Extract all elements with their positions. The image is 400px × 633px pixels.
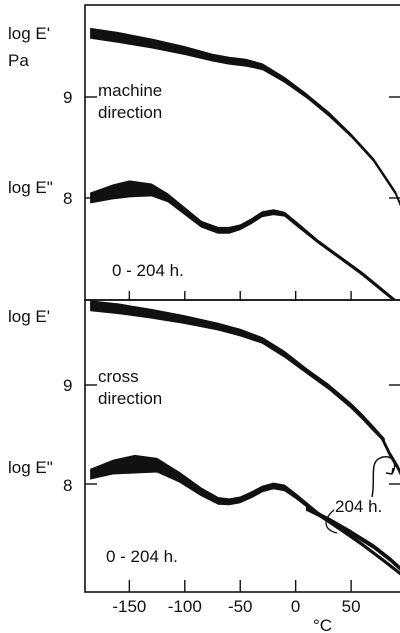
aged-arc-upper [371, 456, 396, 498]
series-machine-storage-aged-band [90, 180, 396, 300]
panel-machine-direction: log E' Pa log E" 9 8 machine direction 0… [8, 4, 400, 301]
annotation-aged-204h: 204 h. [335, 497, 382, 516]
aged-arrowhead [385, 467, 394, 475]
ylabel-storage-modulus-top: log E' [8, 24, 50, 43]
aged-markers [325, 456, 396, 534]
curves [90, 27, 400, 576]
x-axis-unit-label: °C [313, 616, 332, 633]
panel-curves-1 [90, 300, 400, 576]
plot-frame-bottom [84, 299, 400, 593]
xtick-label-4: 50 [342, 597, 361, 616]
y-axis-tick-marks [85, 96, 400, 485]
ylabel-unit-pa: Pa [8, 51, 29, 70]
plot-frame-top [84, 4, 400, 301]
annotation-time-range-bottom: 0 - 204 h. [106, 547, 178, 566]
ytick-label-8-top: 8 [63, 189, 72, 208]
aged-arc-lower [325, 509, 338, 534]
ylabel-loss-modulus-bottom: log E" [8, 458, 53, 477]
series-cross-loss-aged-band [306, 506, 400, 571]
annotation-direction-top: direction [98, 103, 162, 122]
panel-curves-0 [90, 27, 400, 300]
series-machine-storage-band [90, 27, 400, 207]
panel-cross-direction: log E' log E" 9 8 cross direction 0 - 20… [8, 291, 400, 633]
annotation-time-range-top: 0 - 204 h. [112, 261, 184, 280]
xtick-label-1: -100 [168, 597, 202, 616]
ylabel-storage-modulus-bottom: log E' [8, 307, 50, 326]
series-cross-loss-band [90, 454, 400, 576]
xtick-label-3: 0 [291, 597, 300, 616]
x-axis-ticks: -150 -100 -50 0 50 [112, 291, 361, 616]
xtick-label-2: -50 [228, 597, 253, 616]
xtick-label-0: -150 [112, 597, 146, 616]
series-cross-storage-aged-band [381, 436, 400, 476]
annotation-machine: machine [98, 81, 162, 100]
annotation-cross: cross [98, 367, 139, 386]
ytick-label-9-bottom: 9 [63, 376, 72, 395]
ytick-label-8-bottom: 8 [63, 476, 72, 495]
ylabel-loss-modulus-top: log E" [8, 178, 53, 197]
ytick-label-9-top: 9 [63, 88, 72, 107]
annotation-direction-bottom: direction [98, 389, 162, 408]
